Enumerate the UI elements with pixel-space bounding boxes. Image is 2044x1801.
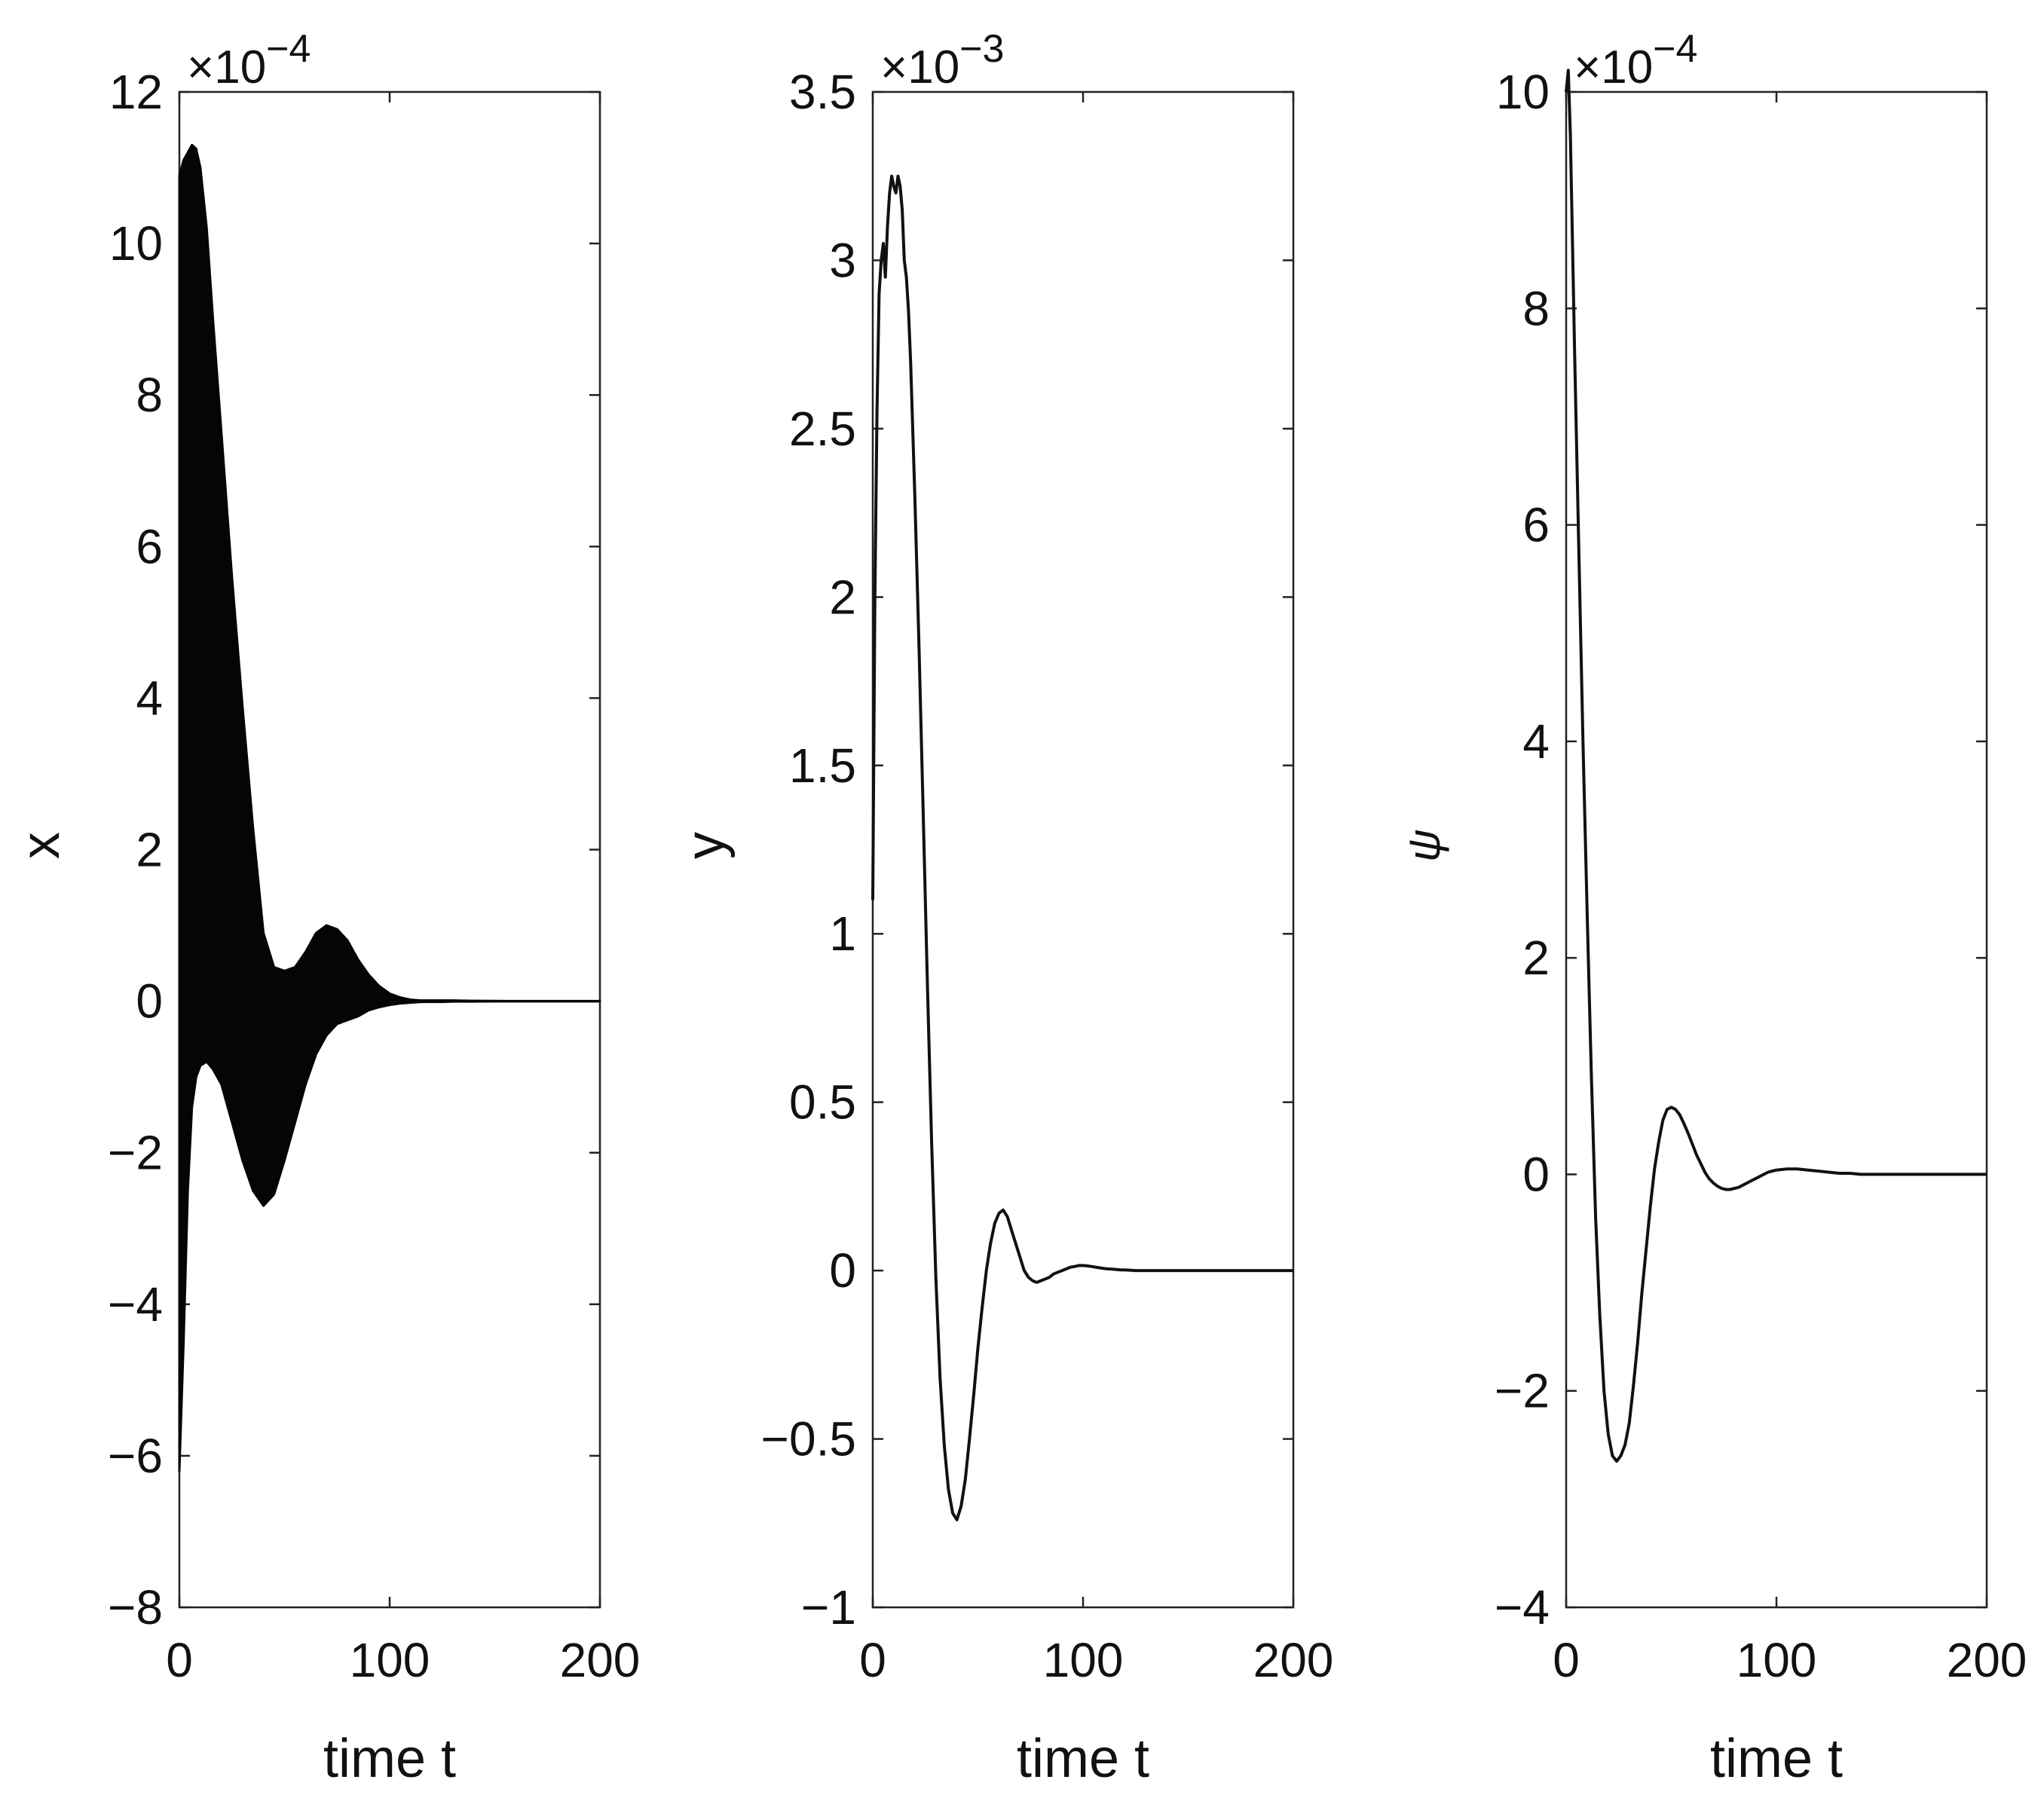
series-y-line — [871, 174, 1293, 1521]
y-tick-label: 6 — [1522, 498, 1550, 552]
y-tick-label: 4 — [136, 671, 163, 725]
y-tick-label: 2.5 — [789, 402, 856, 456]
x-tick-label: 100 — [1736, 1633, 1817, 1687]
y-tick-label: −6 — [108, 1429, 163, 1483]
y-tick-label: −4 — [108, 1277, 163, 1332]
y-tick-label: 1 — [829, 907, 856, 961]
y-tick-label: 10 — [109, 216, 163, 271]
x-tick-label: 0 — [166, 1633, 193, 1687]
panel-x: ×10−4 x time t −8 −6 −4 −2 0 2 4 6 8 10 12 0 100 200 — [11, 27, 640, 1789]
x-axis-label: time t — [323, 1729, 456, 1789]
y-tick-label: 0 — [136, 974, 163, 1029]
y-tick-label: 3 — [829, 233, 856, 287]
y-tick-label: −4 — [1495, 1580, 1550, 1634]
y-tick-label: 10 — [1496, 65, 1550, 119]
y-tick-label: −2 — [1495, 1364, 1550, 1418]
x-tick-label: 200 — [1253, 1633, 1334, 1687]
y-tick-label: 6 — [136, 519, 163, 573]
x-tick-label: 100 — [1043, 1633, 1124, 1687]
y-tick-label: 1.5 — [789, 738, 856, 793]
y-tick-label: 12 — [109, 65, 163, 119]
y-axis-label: x — [11, 832, 71, 859]
x-axis-label: time t — [1017, 1729, 1149, 1789]
y-tick-label: 2 — [829, 570, 856, 624]
y-tick-label: 8 — [136, 368, 163, 422]
y-exponent-label: ×10−4 — [187, 27, 311, 93]
y-tick-label: 3.5 — [789, 65, 856, 119]
panel-y: ×10−3 y time t −1 −0.5 0 0.5 1 1.5 2 2.5 3 3.5 0 10… — [675, 27, 1333, 1789]
y-tick-label: 4 — [1522, 714, 1550, 769]
x-axis-label: time t — [1710, 1729, 1843, 1789]
y-tick-label: 2 — [136, 823, 163, 877]
series-psi-line — [1565, 69, 1987, 1463]
y-tick-label: 0 — [829, 1243, 856, 1298]
y-tick-label: 0.5 — [789, 1075, 856, 1130]
y-tick-label: −1 — [801, 1580, 856, 1634]
y-exponent-label: ×10−3 — [880, 27, 1004, 93]
y-tick-label: −0.5 — [761, 1412, 856, 1466]
x-tick-label: 0 — [859, 1633, 886, 1687]
x-tick-label: 200 — [1947, 1633, 2027, 1687]
y-tick-label: −2 — [108, 1126, 163, 1180]
x-tick-label: 0 — [1553, 1633, 1580, 1687]
y-tick-label: 0 — [1522, 1147, 1550, 1201]
x-tick-label: 200 — [560, 1633, 641, 1687]
y-tick-label: −8 — [108, 1580, 163, 1634]
y-tick-label: 2 — [1522, 931, 1550, 985]
y-exponent-label: ×10−4 — [1574, 27, 1697, 93]
y-tick-label: 8 — [1522, 281, 1550, 335]
y-axis-label: ψ — [1399, 829, 1449, 862]
x-tick-label: 100 — [350, 1633, 430, 1687]
y-axis-label: y — [675, 832, 736, 859]
